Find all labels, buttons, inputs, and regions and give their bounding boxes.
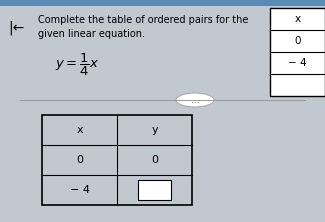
Bar [137, 180, 171, 200]
Text: given linear equation.: given linear equation. [38, 29, 145, 39]
Text: ...: ... [191, 95, 199, 105]
Text: y: y [151, 125, 158, 135]
Ellipse shape [176, 93, 214, 107]
Text: 0: 0 [76, 155, 83, 165]
Text: 0: 0 [294, 36, 301, 46]
Text: $y = \dfrac{1}{4}x$: $y = \dfrac{1}{4}x$ [55, 52, 99, 78]
Bar [0, 0, 325, 6]
Bar [42, 115, 192, 205]
Text: Complete the table of ordered pairs for the: Complete the table of ordered pairs for … [38, 15, 248, 25]
Text: − 4: − 4 [288, 58, 307, 68]
Text: x: x [76, 125, 83, 135]
Text: − 4: − 4 [70, 185, 89, 195]
Text: |←: |← [8, 21, 24, 35]
Text: x: x [294, 14, 301, 24]
Text: 0: 0 [151, 155, 158, 165]
Bar [270, 8, 325, 96]
